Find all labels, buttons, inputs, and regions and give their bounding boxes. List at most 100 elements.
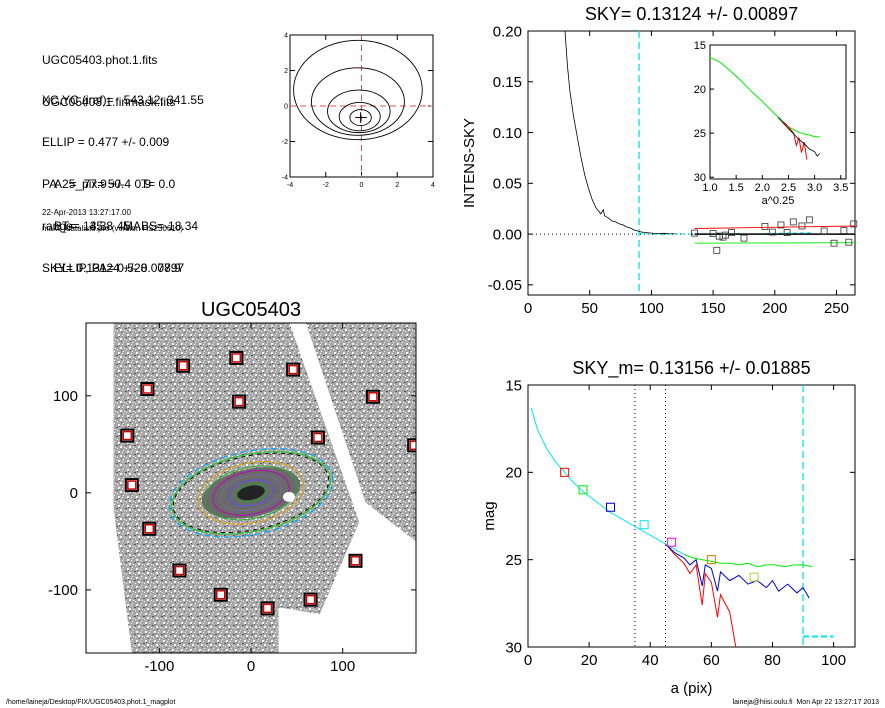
mag-square-marker <box>639 520 649 530</box>
y-tick-label: 4 <box>284 32 288 39</box>
y-tick-label: 0 <box>70 485 78 502</box>
sky-square-marker <box>830 239 838 247</box>
masked-star-inner <box>231 353 242 363</box>
y-tick-label: 0.05 <box>493 176 522 193</box>
inset-y-tick-label: 20 <box>694 84 706 96</box>
masked-star-inner <box>234 396 244 407</box>
mag-square-marker <box>667 537 677 547</box>
sky-square-marker <box>840 227 848 234</box>
masked-star-square <box>120 428 135 443</box>
mag-ylabel: mag <box>481 501 498 530</box>
image-sky-ellipse <box>168 448 334 538</box>
inset-y-tick-label: 25 <box>694 128 706 140</box>
x-tick-label: 100 <box>639 300 664 317</box>
mag-square-marker <box>560 467 570 477</box>
masked-star-inner <box>409 440 416 451</box>
y-tick-label: 100 <box>53 388 78 405</box>
image-outer-ellipse-dash <box>172 452 330 534</box>
galaxy-mask-hole <box>283 491 295 502</box>
image-field-edge <box>306 323 416 542</box>
galaxy-isophote <box>204 465 298 521</box>
header-line: A25_pix= 50.4 T= 0.0 <box>54 177 176 191</box>
inset-x-tick-label: 2.0 <box>755 182 770 194</box>
x-tick-label: 100 <box>330 658 355 675</box>
sky-square-marker <box>728 229 736 236</box>
masked-star-square <box>213 587 228 602</box>
sky-frame <box>527 30 856 296</box>
footer-user: laineja@hiisi.oulu.fi Mon Apr 22 13:27:1… <box>732 699 879 706</box>
contour-line <box>310 67 405 136</box>
image-content <box>86 323 416 653</box>
contour-line <box>338 102 381 132</box>
y-tick-label: -4 <box>282 174 288 181</box>
masked-star-square <box>407 438 416 453</box>
x-tick-label: -100 <box>144 658 174 675</box>
inset-xlabel: a^0.25 <box>762 195 795 207</box>
masked-star-square <box>142 521 157 536</box>
x-tick-label: 20 <box>581 652 598 669</box>
x-tick-label: 2 <box>395 182 399 189</box>
sky-square-marker <box>722 231 729 239</box>
mag-frame <box>527 384 856 648</box>
galaxy-isophote <box>198 461 304 525</box>
masked-star-inner <box>127 480 137 490</box>
inset-x-tick-label: 1.5 <box>729 182 744 194</box>
masked-star-square <box>229 350 244 365</box>
y-tick-label: 2 <box>284 68 288 75</box>
inset-x-tick-label: 1.0 <box>702 182 717 194</box>
x-tick-label: 150 <box>701 300 726 317</box>
sky-square-marker <box>691 229 698 237</box>
x-tick-label: 50 <box>581 300 598 317</box>
header-block-1: UGC05403.phot.1.fits UGC05403.1.finmask.… <box>42 25 175 123</box>
contour-line <box>293 39 423 141</box>
masked-star-square <box>286 362 301 377</box>
masked-star-square <box>124 478 139 493</box>
sky-profile-line <box>564 30 677 235</box>
y-tick-label: 15 <box>505 377 522 394</box>
mag-profile-line <box>530 407 685 555</box>
header-program: make_datalist0.pro (version HS230610) <box>42 224 183 233</box>
galaxy-isophote <box>228 479 274 507</box>
x-tick-label: 80 <box>764 652 781 669</box>
sky-square-marker <box>845 238 853 246</box>
y-tick-label: 0.20 <box>493 23 522 40</box>
header-line: PA = 77.9 +/- 0.9 <box>42 177 152 191</box>
masked-star-inner <box>313 432 323 443</box>
sky-square-marker <box>719 233 727 241</box>
mag-red-line <box>665 543 737 648</box>
masked-star-inner <box>305 594 316 605</box>
sky-title: SKY= 0.13124 +/- 0.00897 <box>585 4 798 24</box>
mag-blue-line <box>665 543 810 599</box>
sky-square-marker <box>805 216 813 224</box>
sky-square-marker <box>768 228 776 236</box>
x-tick-label: 200 <box>762 300 787 317</box>
masked-star-square <box>310 430 325 445</box>
inset-x-tick-label: 3.0 <box>807 182 822 194</box>
header-line: range= 35.- 45. <box>42 219 134 233</box>
inset-y-tick-label: 15 <box>694 40 706 52</box>
x-tick-label: 60 <box>703 652 720 669</box>
header-block-2: XC,YC (iraf)= 543.12, 341.55 ELLIP = 0.4… <box>42 65 204 289</box>
mag-square-marker <box>706 555 716 565</box>
x-tick-label: -2 <box>323 182 329 189</box>
mag-xlabel: a (pix) <box>671 680 713 697</box>
inset-x-tick-label: 3.5 <box>833 182 848 194</box>
header-line: UGC05403.1.finmask.fits <box>42 95 176 109</box>
y-tick-label: 20 <box>505 465 522 482</box>
masked-star-inner <box>122 430 132 441</box>
sky-square-marker <box>798 222 806 230</box>
masked-star-square <box>140 382 155 396</box>
mag-square-marker <box>749 572 759 582</box>
masked-star-square <box>232 394 247 409</box>
masked-star-inner <box>216 590 226 600</box>
header-line: ELLIP, PA= 0.528 77.9 <box>54 261 181 275</box>
galaxy-isophote <box>220 474 282 511</box>
masked-star-inner <box>144 524 154 534</box>
x-tick-label: 0 <box>524 300 532 317</box>
y-tick-label: 25 <box>505 552 522 569</box>
y-tick-label: 0.00 <box>493 226 522 243</box>
masked-star-inner <box>178 360 188 371</box>
header-line: ELLIP = 0.477 +/- 0.009 <box>42 135 170 149</box>
y-tick-label: 0 <box>284 103 288 110</box>
